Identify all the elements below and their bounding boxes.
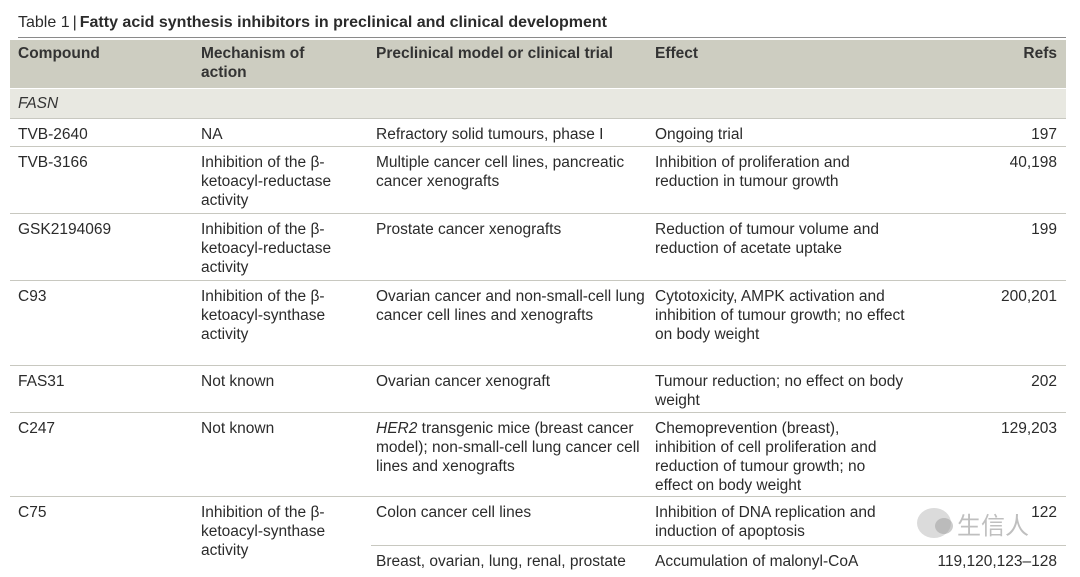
cell-model: Ovarian cancer xenograft xyxy=(376,373,551,390)
cell-compound: FAS31 xyxy=(18,373,65,390)
cell-effect: Tumour reduction; no effect on body weig… xyxy=(655,373,904,409)
caption-separator: | xyxy=(72,14,77,31)
cell-model: Refractory solid tumours, phase I xyxy=(376,126,604,143)
cell-refs: 197 xyxy=(1031,126,1057,143)
cell-refs: 119,120,123–128 xyxy=(937,553,1057,570)
watermark-text: 生信人 xyxy=(957,511,1029,540)
header-mechanism: Mechanism of action xyxy=(201,45,305,81)
cell-mechanism: Inhibition of the β-ketoacyl-reductase a… xyxy=(201,221,332,276)
table-number: Table 1 xyxy=(18,14,70,31)
table-row: C247 Not known HER2 transgenic mice (bre… xyxy=(10,412,1066,496)
cell-model: Ovarian cancer and non-small-cell lung c… xyxy=(376,288,645,324)
cell-effect: Ongoing trial xyxy=(655,126,743,143)
table-subrow: Breast, ovarian, lung, renal, prostate A… xyxy=(371,545,1066,576)
cell-effect: Cytotoxicity, AMPK activation and inhibi… xyxy=(655,288,905,343)
header-compound: Compound xyxy=(18,45,100,62)
section-label: FASN xyxy=(18,95,59,112)
header-model: Preclinical model or clinical trial xyxy=(376,45,613,62)
cell-refs: 199 xyxy=(1031,221,1057,238)
cell-model: Colon cancer cell lines xyxy=(376,504,532,521)
cell-effect: Inhibition of DNA replication and induct… xyxy=(655,504,876,540)
cell-effect: Chemoprevention (breast), inhibition of … xyxy=(655,420,877,494)
cell-model: Prostate cancer xenografts xyxy=(376,221,562,238)
cell-effect: Reduction of tumour volume and reduction… xyxy=(655,221,880,257)
section-row-fasn: FASN xyxy=(10,88,1066,118)
table-caption: Table 1 | Fatty acid synthesis inhibitors … xyxy=(18,9,1066,38)
cell-effect: Accumulation of malonyl-CoA xyxy=(655,553,859,570)
cell-refs: 129,203 xyxy=(1000,420,1057,437)
table-row: C75 Inhibition of the β-ketoacyl-synthas… xyxy=(10,496,1066,577)
cell-refs: 40,198 xyxy=(1009,154,1057,171)
cell-compound: TVB-3166 xyxy=(18,154,88,171)
wechat-icon xyxy=(917,508,953,538)
header-effect: Effect xyxy=(655,45,699,62)
cell-mechanism: Not known xyxy=(201,420,275,437)
cell-compound: C247 xyxy=(18,420,56,437)
cell-model: Breast, ovarian, lung, renal, prostate xyxy=(376,553,626,570)
cell-mechanism: Inhibition of the β-ketoacyl-synthase ac… xyxy=(201,504,326,559)
cell-model: HER2 transgenic mice (breast cancer mode… xyxy=(376,419,646,476)
watermark: 生信人 xyxy=(917,503,1057,543)
cell-refs: 200,201 xyxy=(1000,288,1057,305)
model-text: transgenic mice (breast cancer model); n… xyxy=(376,420,640,475)
cell-compound: GSK2194069 xyxy=(18,221,112,238)
cell-model: Multiple cancer cell lines, pancreatic c… xyxy=(376,154,625,190)
table-title: Fatty acid synthesis inhibitors in precl… xyxy=(79,14,607,31)
cell-compound: C75 xyxy=(18,504,47,521)
inhibitors-table: Compound Mechanism of action Preclinical… xyxy=(10,40,1066,577)
header-refs: Refs xyxy=(1023,45,1057,62)
cell-refs: 122 xyxy=(1031,504,1057,521)
table-header: Compound Mechanism of action Preclinical… xyxy=(10,40,1066,88)
table-row: FAS31 Not known Ovarian cancer xenograft… xyxy=(10,365,1066,412)
cell-compound: TVB-2640 xyxy=(18,126,88,143)
cell-compound: C93 xyxy=(18,288,47,305)
cell-mechanism: Inhibition of the β-ketoacyl-reductase a… xyxy=(201,154,332,209)
cell-effect: Inhibition of proliferation and reductio… xyxy=(655,154,850,190)
table-row: C93 Inhibition of the β-ketoacyl-synthas… xyxy=(10,280,1066,365)
cell-refs: 202 xyxy=(1031,373,1057,390)
table-row: TVB-2640 NA Refractory solid tumours, ph… xyxy=(10,118,1066,146)
cell-mechanism: NA xyxy=(201,126,223,143)
cell-mechanism: Inhibition of the β-ketoacyl-synthase ac… xyxy=(201,288,326,343)
table-row: GSK2194069 Inhibition of the β-ketoacyl-… xyxy=(10,213,1066,280)
cell-mechanism: Not known xyxy=(201,373,275,390)
gene-name-italic: HER2 xyxy=(376,420,418,437)
table-row: TVB-3166 Inhibition of the β-ketoacyl-re… xyxy=(10,146,1066,213)
